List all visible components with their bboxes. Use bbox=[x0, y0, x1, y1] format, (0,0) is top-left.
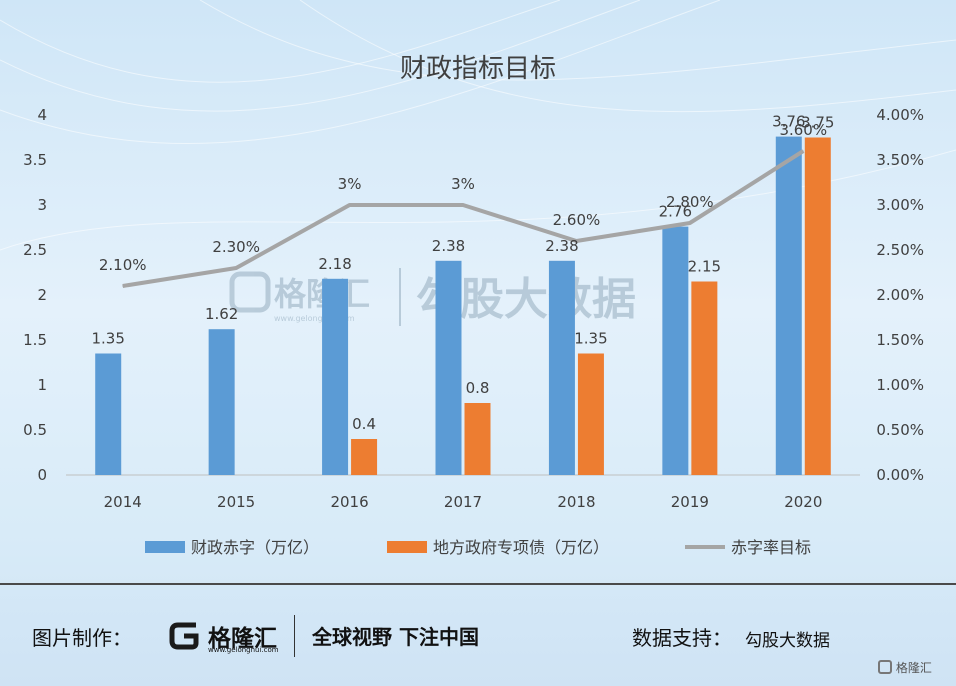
y-right-tick-label: 2.00% bbox=[876, 286, 924, 304]
deficit-value-label: 2.38 bbox=[545, 237, 578, 255]
bars bbox=[95, 136, 831, 475]
footer-brand: 格隆汇 bbox=[208, 626, 277, 652]
deficit-value-label: 3.76 bbox=[772, 113, 805, 131]
legend: 财政赤字（万亿） 地方政府专项债（万亿） 赤字率目标 bbox=[145, 538, 811, 557]
deficit-value-label: 2.18 bbox=[318, 255, 351, 273]
legend-label: 赤字率目标 bbox=[731, 538, 811, 557]
y-left-tick-label: 0.5 bbox=[23, 421, 47, 439]
x-tick-label: 2019 bbox=[671, 493, 709, 511]
legend-label: 地方政府专项债（万亿） bbox=[433, 538, 609, 557]
y-right-tick-label: 2.50% bbox=[876, 241, 924, 259]
x-tick-label: 2014 bbox=[104, 493, 142, 511]
data-support-label: 数据支持： bbox=[632, 626, 732, 650]
background-swooshes bbox=[0, 0, 956, 251]
chart: 格隆汇 www.gelonghui.com 勾股大数据 财政指标目标 0 0.5 1… bbox=[0, 0, 956, 557]
corner-brand: 格隆汇 bbox=[878, 659, 932, 676]
deficit-rate-label: 2.30% bbox=[212, 238, 260, 256]
brand-logo-icon bbox=[169, 622, 199, 650]
special-bond-bar bbox=[577, 353, 604, 475]
y-right-tick-label: 1.00% bbox=[876, 376, 924, 394]
y-axis-left: 0 0.5 1 1.5 2 2.5 3 3.5 4 bbox=[23, 106, 47, 484]
x-tick-label: 2016 bbox=[330, 493, 368, 511]
y-left-tick-label: 3.5 bbox=[23, 151, 47, 169]
special-bond-bar bbox=[691, 281, 718, 475]
legend-swatch bbox=[387, 541, 427, 553]
line-series bbox=[122, 149, 805, 288]
legend-swatch bbox=[145, 541, 185, 553]
data-support-value: 勾股大数据 bbox=[745, 631, 830, 651]
y-left-tick-label: 3 bbox=[37, 196, 47, 214]
deficit-rate-label: 2.60% bbox=[553, 211, 601, 229]
special-bond-bar bbox=[804, 137, 831, 475]
special-bond-value-label: 3.75 bbox=[801, 114, 834, 132]
deficit-bar bbox=[95, 353, 122, 475]
footer-brand-url: www.gelonghui.com bbox=[208, 646, 279, 654]
deficit-rate-point bbox=[802, 150, 804, 152]
deficit-bar bbox=[548, 260, 575, 475]
y-right-tick-label: 0.50% bbox=[876, 421, 924, 439]
chart-title: 财政指标目标 bbox=[400, 54, 556, 84]
deficit-rate-point bbox=[689, 222, 691, 224]
deficit-bar bbox=[322, 278, 349, 475]
x-tick-label: 2020 bbox=[784, 493, 822, 511]
deficit-rate-label: 3.60% bbox=[779, 121, 827, 139]
x-tick-label: 2018 bbox=[557, 493, 595, 511]
deficit-rate-point bbox=[235, 267, 237, 269]
special-bond-bar bbox=[351, 439, 378, 475]
special-bond-value-label: 2.15 bbox=[688, 258, 721, 276]
y-left-tick-label: 1.5 bbox=[23, 331, 47, 349]
footer-divider bbox=[294, 615, 295, 657]
y-right-tick-label: 4.00% bbox=[876, 106, 924, 124]
special-bond-bar bbox=[464, 403, 491, 475]
special-bond-value-label: 0.4 bbox=[352, 415, 376, 433]
footer-slogan: 全球视野 下注中国 bbox=[312, 625, 479, 649]
deficit-rate-point bbox=[462, 204, 464, 206]
y-right-tick-label: 3.00% bbox=[876, 196, 924, 214]
data-labels: 1.35 1.62 2.18 2.38 2.38 2.76 3.76 0.4 0.8 1.35 2.… bbox=[92, 113, 835, 433]
special-bond-value-label: 1.35 bbox=[574, 330, 607, 348]
corner-logo-icon bbox=[878, 660, 892, 674]
footer: 图片制作： 格隆汇 www.gelonghui.com 全球视野 下注中国 数据… bbox=[0, 583, 956, 686]
made-by-label: 图片制作： bbox=[32, 626, 132, 650]
deficit-bar bbox=[662, 226, 689, 475]
y-left-tick-label: 1 bbox=[37, 376, 47, 394]
x-tick-label: 2015 bbox=[217, 493, 255, 511]
y-right-tick-label: 0.00% bbox=[876, 466, 924, 484]
deficit-value-label: 2.38 bbox=[432, 237, 465, 255]
y-axis-right: 0.00% 0.50% 1.00% 1.50% 2.00% 2.50% 3.00% 3.50%… bbox=[876, 106, 924, 484]
deficit-rate-point bbox=[349, 204, 351, 206]
deficit-value-label: 1.62 bbox=[205, 305, 238, 323]
y-left-tick-label: 2 bbox=[37, 286, 47, 304]
x-axis: 2014 2015 2016 2017 2018 2019 2020 bbox=[104, 493, 823, 511]
deficit-rate-label: 3% bbox=[451, 175, 475, 193]
x-tick-label: 2017 bbox=[444, 493, 482, 511]
deficit-rate-label: 2.80% bbox=[666, 193, 714, 211]
watermark: 格隆汇 www.gelonghui.com 勾股大数据 bbox=[229, 268, 636, 326]
y-right-tick-label: 3.50% bbox=[876, 151, 924, 169]
deficit-rate-point bbox=[122, 285, 124, 287]
deficit-rate-point bbox=[575, 240, 577, 242]
watermark-logo-icon bbox=[229, 271, 271, 313]
deficit-value-label: 2.76 bbox=[659, 203, 692, 221]
special-bond-value-label: 0.8 bbox=[466, 379, 490, 397]
deficit-value-label: 1.35 bbox=[92, 330, 125, 348]
y-left-tick-label: 4 bbox=[37, 106, 47, 124]
corner-brand-text: 格隆汇 bbox=[895, 661, 932, 675]
deficit-bar bbox=[435, 260, 462, 475]
legend-label: 财政赤字（万亿） bbox=[191, 538, 319, 557]
watermark-url: www.gelonghui.com bbox=[274, 314, 355, 323]
y-left-tick-label: 2.5 bbox=[23, 241, 47, 259]
y-left-tick-label: 0 bbox=[37, 466, 47, 484]
y-right-tick-label: 1.50% bbox=[876, 331, 924, 349]
watermark-brand: 格隆汇 bbox=[274, 275, 370, 313]
deficit-bar bbox=[775, 136, 802, 475]
deficit-rate-label: 3% bbox=[338, 175, 362, 193]
deficit-bar bbox=[208, 329, 235, 475]
deficit-rate-label: 2.10% bbox=[99, 256, 147, 274]
